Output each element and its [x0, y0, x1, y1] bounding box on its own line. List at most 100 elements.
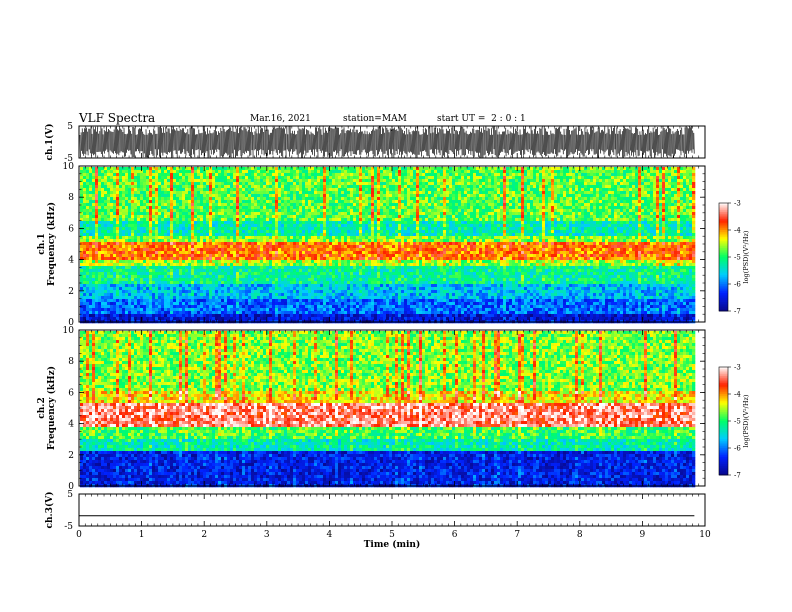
- spectrogram-cell: [302, 227, 306, 231]
- spectrogram-cell: [251, 239, 255, 243]
- spectrogram-cell: [146, 266, 150, 270]
- spectrogram-cell: [152, 314, 156, 318]
- spectrogram-cell: [311, 224, 315, 228]
- spectrogram-cell: [98, 293, 102, 297]
- spectrogram-cell: [347, 284, 351, 288]
- spectrogram-cell: [287, 221, 291, 225]
- spectrogram-cell: [272, 218, 276, 222]
- spectrogram-cell: [224, 206, 228, 210]
- spectrogram-cell: [209, 191, 213, 195]
- spectrogram-cell: [245, 218, 249, 222]
- spectrogram-cell: [284, 263, 288, 267]
- spectrogram-cell: [215, 248, 219, 252]
- spectrogram-cell: [344, 308, 348, 312]
- spectrogram-cell: [266, 272, 270, 276]
- spectrogram-cell: [350, 173, 354, 177]
- spectrogram-cell: [245, 236, 249, 240]
- spectrogram-cell: [320, 233, 324, 237]
- spectrogram-cell: [263, 242, 267, 246]
- spectrogram-cell: [284, 284, 288, 288]
- spectrogram-cell: [149, 281, 153, 285]
- spectrogram-cell: [341, 233, 345, 237]
- spectrogram-cell: [230, 248, 234, 252]
- spectrogram-cell: [236, 272, 240, 276]
- spectrogram-cell: [104, 281, 108, 285]
- spectrogram-cell: [308, 317, 312, 321]
- spectrogram-cell: [194, 173, 198, 177]
- spectrogram-cell: [212, 308, 216, 312]
- spectrogram-cell: [224, 218, 228, 222]
- spectrogram-cell: [113, 185, 117, 189]
- spectrogram-cell: [98, 260, 102, 264]
- spectrogram-cell: [125, 233, 129, 237]
- spectrogram-cell: [161, 221, 165, 225]
- spectrogram-cell: [305, 176, 309, 180]
- spectrogram-cell: [200, 317, 204, 321]
- spectrogram-cell: [245, 275, 249, 279]
- spectrogram-cell: [275, 305, 279, 309]
- spectrogram-cell: [236, 224, 240, 228]
- spectrogram-cell: [353, 233, 357, 237]
- spectrogram-cell: [281, 272, 285, 276]
- spectrogram-cell: [284, 215, 288, 219]
- spectrogram-cell: [203, 230, 207, 234]
- spectrogram-cell: [176, 194, 180, 198]
- spectrogram-cell: [266, 197, 270, 201]
- spectrogram-cell: [200, 221, 204, 225]
- spectrogram-cell: [353, 170, 357, 174]
- spectrogram-cell: [335, 311, 339, 315]
- spectrogram-cell: [173, 239, 177, 243]
- spectrogram-cell: [230, 185, 234, 189]
- spectrogram-cell: [236, 239, 240, 243]
- spectrogram-cell: [131, 251, 135, 255]
- spectrogram-cell: [146, 242, 150, 246]
- spectrogram-cell: [95, 248, 99, 252]
- spectrogram-cell: [347, 305, 351, 309]
- spectrogram-cell: [314, 254, 318, 258]
- spectrogram-cell: [242, 314, 246, 318]
- spectrogram-cell: [281, 167, 285, 171]
- spectrogram-cell: [173, 269, 177, 273]
- spectrogram-cell: [305, 272, 309, 276]
- spectrogram-cell: [164, 272, 168, 276]
- spectrogram-cell: [119, 227, 123, 231]
- spectrogram-cell: [119, 230, 123, 234]
- spectrogram-cell: [200, 308, 204, 312]
- spectrogram-cell: [260, 236, 264, 240]
- spectrogram-cell: [329, 191, 333, 195]
- spectrogram-cell: [350, 317, 354, 321]
- spectrogram-cell: [92, 251, 96, 255]
- spectrogram-cell: [308, 200, 312, 204]
- spectrogram-cell: [89, 296, 93, 300]
- spectrogram-cell: [263, 218, 267, 222]
- spectrogram-cell: [194, 260, 198, 264]
- spectrogram-cell: [137, 173, 141, 177]
- spectrogram-cell: [299, 251, 303, 255]
- spectrogram-cell: [242, 215, 246, 219]
- spectrogram-cell: [170, 308, 174, 312]
- spectrogram-cell: [254, 230, 258, 234]
- spectrogram-cell: [353, 317, 357, 321]
- spectrogram-cell: [89, 203, 93, 207]
- spectrogram-cell: [125, 245, 129, 249]
- spectrogram-cell: [92, 218, 96, 222]
- spectrogram-cell: [200, 248, 204, 252]
- spectrogram-cell: [203, 314, 207, 318]
- spectrogram-cell: [302, 233, 306, 237]
- spectrogram-cell: [137, 281, 141, 285]
- spectrogram-cell: [326, 203, 330, 207]
- spectrogram-cell: [254, 188, 258, 192]
- spectrogram-cell: [293, 227, 297, 231]
- spectrogram-cell: [140, 293, 144, 297]
- spectrogram-cell: [152, 299, 156, 303]
- spectrogram-cell: [269, 194, 273, 198]
- spectrogram-cell: [140, 257, 144, 261]
- spectrogram-cell: [260, 302, 264, 306]
- spectrogram-cell: [227, 287, 231, 291]
- spectrogram-cell: [173, 167, 177, 171]
- spectrogram-cell: [320, 308, 324, 312]
- spectrogram-cell: [92, 281, 96, 285]
- spectrogram-cell: [218, 173, 222, 177]
- spectrogram-cell: [281, 209, 285, 213]
- spectrogram-cell: [347, 224, 351, 228]
